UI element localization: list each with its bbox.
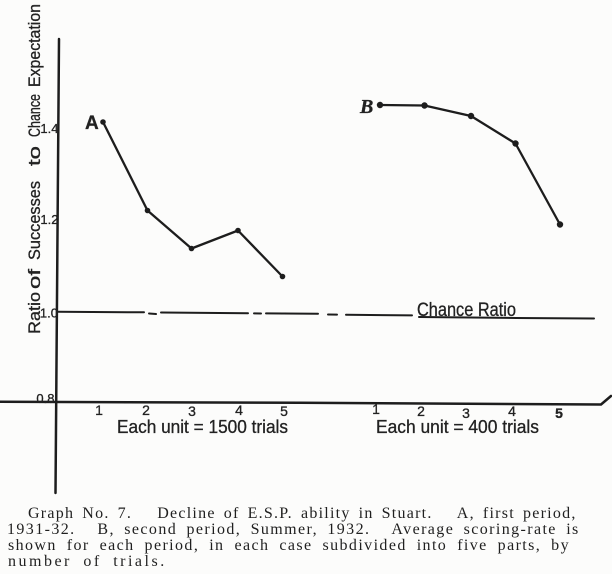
svg-text:Expectation: Expectation (25, 4, 44, 87)
svg-text:A: A (85, 113, 99, 134)
svg-text:4: 4 (235, 402, 243, 418)
svg-text:Each unit = 400 trials: Each unit = 400 trials (376, 417, 539, 437)
svg-text:3: 3 (462, 405, 470, 421)
svg-text:Chance Ratio: Chance Ratio (417, 300, 516, 321)
svg-text:2: 2 (417, 403, 425, 419)
svg-text:B: B (359, 96, 373, 118)
svg-text:Ratio: Ratio (25, 292, 44, 334)
svg-text:to: to (25, 146, 44, 166)
svg-text:Successes: Successes (25, 181, 44, 260)
svg-text:1.0: 1.0 (40, 306, 58, 321)
svg-text:1: 1 (372, 401, 380, 417)
svg-text:1.2: 1.2 (40, 212, 58, 227)
svg-text:1.4: 1.4 (40, 121, 58, 136)
svg-text:5: 5 (555, 405, 563, 421)
svg-text:3: 3 (188, 403, 196, 419)
svg-text:Each unit = 1500 trials: Each unit = 1500 trials (117, 417, 288, 437)
svg-text:of: of (25, 269, 44, 289)
svg-text:Chance: Chance (25, 94, 44, 137)
svg-text:1: 1 (95, 402, 103, 418)
svg-text:5: 5 (280, 403, 288, 419)
svg-text:0.8: 0.8 (36, 391, 54, 406)
svg-text:4: 4 (508, 403, 516, 419)
svg-text:2: 2 (142, 402, 150, 418)
